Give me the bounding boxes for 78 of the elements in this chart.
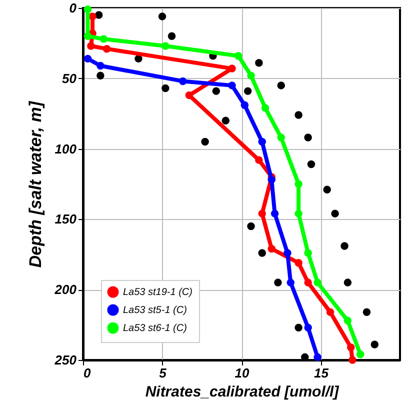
- x-axis-title: Nitrates_calibrated [umol/l]: [145, 384, 340, 400]
- point: [240, 101, 249, 110]
- y-tick-label: 150: [54, 212, 78, 227]
- point: [348, 356, 356, 364]
- point: [346, 343, 355, 352]
- point: [162, 84, 170, 92]
- point: [314, 353, 322, 362]
- point: [228, 82, 236, 90]
- point: [178, 77, 187, 86]
- point: [356, 350, 364, 358]
- point: [134, 54, 142, 63]
- point: [100, 35, 108, 43]
- point: [268, 176, 276, 184]
- point: [247, 222, 255, 230]
- point: [307, 160, 316, 168]
- point: [212, 87, 220, 95]
- point: [314, 278, 322, 286]
- point: [323, 186, 331, 194]
- point: [294, 210, 302, 218]
- point: [286, 278, 295, 286]
- point: [84, 32, 92, 40]
- point: [228, 64, 236, 72]
- point: [222, 116, 230, 125]
- point: [234, 52, 242, 60]
- point: [370, 340, 379, 348]
- point: [247, 72, 255, 80]
- legend-label: La53 st19-1 (C): [123, 287, 192, 298]
- point: [94, 11, 103, 19]
- point: [344, 278, 352, 286]
- point: [294, 180, 302, 188]
- x-tick-label: 15: [314, 366, 330, 380]
- y-tick-label: 200: [54, 282, 78, 298]
- x-tick-label: 0: [84, 366, 92, 380]
- point: [255, 156, 263, 164]
- point: [344, 316, 352, 324]
- y-axis-title: Depth [salt water, m]: [26, 100, 45, 268]
- point: [258, 210, 266, 218]
- point: [304, 324, 312, 332]
- point: [201, 138, 209, 146]
- point: [284, 249, 292, 257]
- point: [294, 324, 302, 332]
- point: [268, 244, 276, 253]
- y-tick-label: 100: [54, 141, 78, 156]
- point: [277, 82, 285, 90]
- point: [185, 91, 194, 100]
- point: [274, 278, 282, 286]
- point: [304, 134, 312, 142]
- x-tick-label: 5: [159, 366, 168, 380]
- point: [258, 249, 266, 257]
- point: [162, 42, 170, 50]
- point: [270, 210, 279, 218]
- point: [261, 104, 270, 112]
- x-tick-label: 10: [234, 366, 250, 380]
- point: [326, 308, 334, 316]
- legend-label: La53 st6-1 (C): [123, 323, 187, 334]
- point: [96, 62, 104, 70]
- point: [304, 278, 312, 286]
- y-tick-label: 0: [69, 0, 78, 16]
- point: [294, 111, 302, 119]
- point: [277, 134, 285, 142]
- point: [244, 87, 252, 95]
- point: [102, 44, 111, 53]
- point: [294, 258, 302, 267]
- point: [331, 210, 339, 218]
- point: [362, 308, 371, 316]
- point: [304, 249, 312, 257]
- point: [340, 242, 348, 250]
- point: [87, 42, 95, 50]
- point: [258, 138, 266, 146]
- point: [84, 6, 92, 14]
- point: [96, 72, 104, 80]
- point: [158, 12, 166, 20]
- y-tick-label: 50: [62, 70, 78, 86]
- legend-label: La53 st5-1 (C): [123, 305, 187, 316]
- y-tick-label: 250: [54, 352, 78, 368]
- point: [255, 59, 263, 67]
- point: [168, 32, 176, 40]
- point: [84, 54, 92, 63]
